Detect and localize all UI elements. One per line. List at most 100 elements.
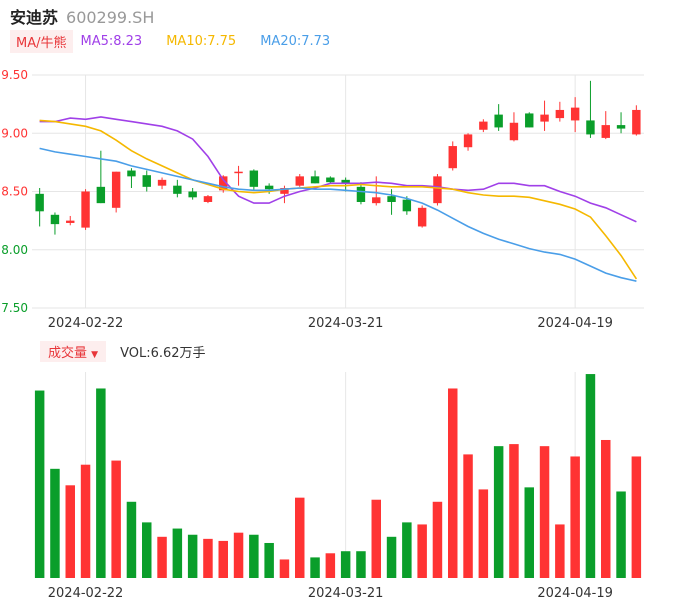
- price-tick-label: 9.00: [1, 126, 28, 140]
- candle: [157, 177, 167, 190]
- volume-bar: [509, 444, 519, 578]
- candle-body: [234, 171, 243, 174]
- volume-bar: [402, 522, 412, 578]
- candle: [387, 189, 396, 215]
- price-date-label: 2024-04-19: [537, 316, 613, 331]
- candle-body: [295, 176, 304, 186]
- candle-body: [586, 120, 595, 135]
- volume-bar: [356, 551, 366, 578]
- volume-bar: [65, 485, 75, 578]
- candle-body: [448, 146, 457, 169]
- volume-date-label: 2024-03-21: [308, 586, 384, 601]
- volume-date-label: 2024-02-22: [48, 586, 124, 601]
- candle: [494, 104, 503, 131]
- candle-body: [96, 186, 106, 204]
- volume-bar: [417, 524, 427, 578]
- volume-indicator-dropdown[interactable]: 成交量 ▼: [40, 340, 107, 362]
- volume-bar: [203, 538, 213, 578]
- candle-body: [402, 199, 412, 212]
- candle: [188, 188, 197, 200]
- candle-body: [479, 121, 488, 130]
- candle-body: [50, 214, 60, 225]
- candle: [632, 105, 641, 136]
- candle: [111, 171, 121, 213]
- price-date-label: 2024-02-22: [48, 316, 124, 331]
- volume-bar: [432, 501, 443, 578]
- candle-body: [525, 113, 534, 128]
- candle: [570, 97, 580, 133]
- candle-body: [417, 207, 427, 227]
- candle: [616, 112, 626, 134]
- candle-body: [66, 220, 75, 223]
- volume-bar: [371, 499, 381, 578]
- candle-body: [173, 185, 182, 194]
- candle: [433, 174, 442, 206]
- volume-bar: [325, 553, 336, 578]
- candle: [173, 179, 182, 198]
- candle: [234, 165, 243, 186]
- candle: [81, 189, 90, 230]
- candle-body: [326, 177, 335, 183]
- ma5-line: [39, 116, 637, 223]
- volume-bar: [279, 559, 290, 578]
- volume-value: VOL:6.62万手: [120, 345, 206, 361]
- candle-body: [540, 114, 549, 122]
- volume-bar: [340, 551, 351, 578]
- volume-bar: [111, 460, 121, 578]
- candle: [203, 194, 213, 204]
- volume-bar: [172, 528, 183, 578]
- candle-body: [81, 191, 90, 228]
- volume-bar: [233, 532, 244, 578]
- volume-bar: [463, 454, 473, 578]
- candle-body: [310, 176, 320, 184]
- candle-body: [509, 122, 519, 141]
- candle-body: [387, 196, 396, 202]
- volume-bar: [142, 522, 152, 578]
- candle: [586, 80, 595, 138]
- volume-bar: [616, 491, 626, 578]
- candle: [509, 112, 519, 142]
- candle: [66, 215, 75, 226]
- caret-down-icon: ▼: [91, 349, 99, 360]
- volume-bar: [524, 487, 534, 578]
- volume-bar: [448, 388, 458, 578]
- candle-body: [463, 134, 473, 148]
- candle: [555, 101, 565, 122]
- candle: [127, 168, 136, 189]
- candle-body: [433, 176, 442, 204]
- candle-body: [188, 191, 197, 198]
- ma20-legend: MA20:7.73: [260, 33, 331, 49]
- volume-bar: [50, 468, 60, 578]
- candle-body: [35, 193, 44, 212]
- candle-body: [555, 109, 565, 119]
- volume-bar: [601, 439, 611, 578]
- candle-body: [203, 196, 213, 202]
- candle-body: [219, 176, 228, 191]
- volume-bar: [187, 534, 198, 578]
- volume-bar: [264, 542, 274, 578]
- candle-body: [249, 170, 259, 187]
- candle-body: [157, 179, 167, 186]
- ma20-line: [39, 147, 637, 282]
- candle-body: [601, 125, 610, 138]
- candle-body: [616, 125, 626, 129]
- volume-bar: [249, 534, 259, 578]
- volume-indicator-label: 成交量: [48, 345, 88, 361]
- volume-bar: [631, 456, 642, 578]
- candle: [35, 188, 44, 227]
- ma10-line: [39, 119, 638, 280]
- ma-indicator-button[interactable]: MA/牛熊: [10, 29, 73, 53]
- candle: [356, 182, 366, 205]
- volume-legend: 成交量 ▼ VOL:6.62万手: [40, 340, 206, 362]
- candle-body: [127, 170, 136, 177]
- volume-bar: [570, 456, 580, 578]
- candle: [372, 176, 381, 206]
- volume-bar: [493, 446, 504, 578]
- stock-header: 安迪苏 600299.SH: [10, 4, 154, 28]
- price-tick-label: 7.50: [1, 301, 28, 315]
- volume-bar: [96, 388, 106, 578]
- volume-bar: [80, 464, 91, 578]
- candle: [448, 141, 457, 171]
- candle: [50, 212, 60, 235]
- candle-body: [111, 171, 121, 208]
